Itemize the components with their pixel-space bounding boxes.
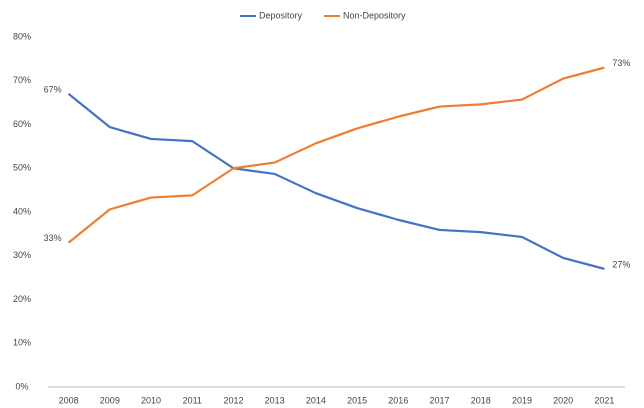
x-tick-label: 2017 (430, 395, 450, 405)
x-tick-label: 2019 (512, 395, 532, 405)
x-tick-label: 2010 (141, 395, 161, 405)
x-tick-label: 2009 (100, 395, 120, 405)
series-line (67, 66, 605, 244)
y-tick-label: 80% (13, 31, 31, 41)
x-tick-label: 2008 (59, 395, 79, 405)
x-tick-label: 2014 (306, 395, 326, 405)
y-tick-label: 60% (13, 119, 31, 129)
x-tick-label: 2015 (347, 395, 367, 405)
x-tick-label: 2012 (223, 395, 243, 405)
data-label: 73% (612, 58, 630, 68)
x-tick-label: 2016 (388, 395, 408, 405)
y-tick-label: 70% (13, 75, 31, 85)
y-tick-label: 30% (13, 250, 31, 260)
series-line (67, 93, 605, 270)
data-label: 27% (612, 259, 630, 269)
x-tick-label: 2018 (471, 395, 491, 405)
y-tick-label: 0% (15, 381, 28, 391)
x-tick-label: 2020 (553, 395, 573, 405)
y-tick-label: 40% (13, 206, 31, 216)
y-tick-label: 20% (13, 294, 31, 304)
x-tick-label: 2021 (594, 395, 614, 405)
legend-label: Non-Depository (343, 10, 406, 20)
x-tick-label: 2011 (183, 395, 202, 405)
data-label: 67% (44, 84, 62, 94)
y-tick-label: 10% (13, 338, 31, 348)
data-label: 33% (44, 233, 62, 243)
y-tick-label: 50% (13, 163, 31, 173)
legend-label: Depository (259, 10, 303, 20)
x-tick-label: 2013 (265, 395, 285, 405)
